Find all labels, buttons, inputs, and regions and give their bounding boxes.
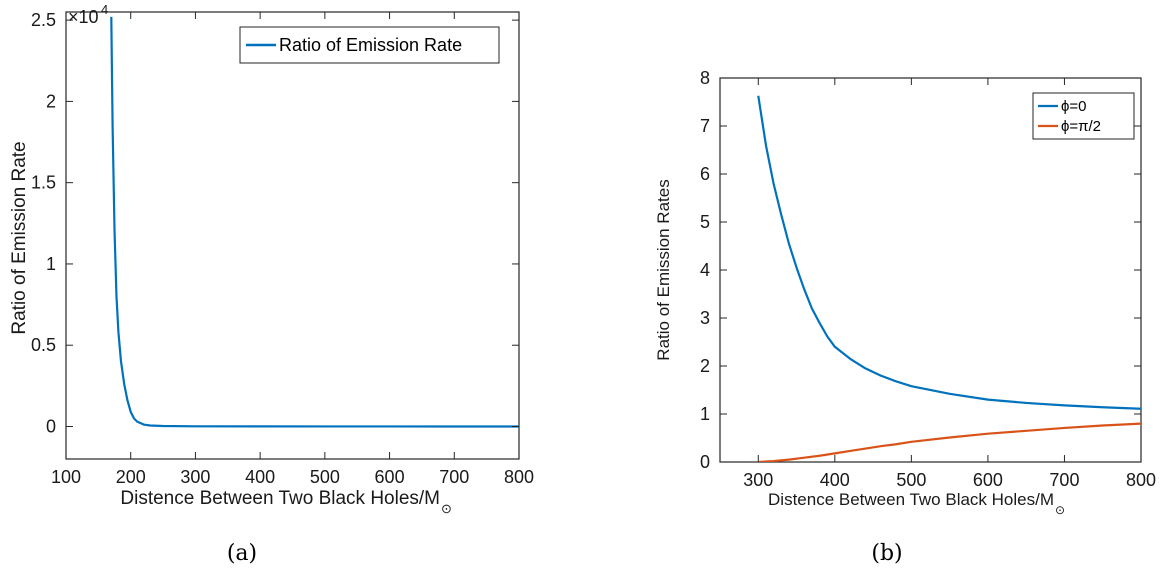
y-tick-label: 0 [46,416,56,436]
x-axis-label-a: Distence Between Two Black Holes/M ⊙ [120,488,452,516]
legend-label-a: Ratio of Emission Rate [279,35,462,55]
x-tick-label: 800 [504,467,534,487]
x-tick-label: 800 [1126,470,1156,490]
plot-lines-b [757,95,1141,462]
y-tick-label: 5 [700,212,710,232]
x-tick-label: 100 [51,467,81,487]
x-tick-label: 500 [310,467,340,487]
legend-box-b [1032,92,1135,140]
x-axis-label-b: Distence Between Two Black Holes/M ⊙ [768,490,1065,517]
y-tick-label: 2 [46,91,56,111]
x-tick-label: 700 [1049,470,1079,490]
y-tick-label: 7 [700,116,710,136]
y-tick-label: 4 [700,260,710,280]
legend-label-b-0: ϕ=0 [1061,98,1087,115]
y-tick-label: 6 [700,164,710,184]
x-axis-label-text-a: Distence Between Two Black Holes/M [120,488,440,509]
y-axis-label-a: Ratio of Emission Rate [9,141,30,334]
x-tick-label: 400 [245,467,275,487]
x-tick-label: 700 [439,467,469,487]
series-line-0 [110,16,519,428]
legend-label-b-1: ϕ=π/2 [1061,118,1101,135]
y-tick-label: 2.5 [31,10,56,30]
panel-caption-b: (b) [871,541,902,566]
legend-a: Ratio of Emission Rate [239,26,500,64]
x-tick-label: 400 [820,470,850,490]
panel-caption-a: (a) [227,541,257,566]
chart-panel-a: 100 200 300 400 500 600 700 800 0 0.5 1 1.5 2 2.5 ×10… [9,2,534,566]
legend-b: ϕ=0 ϕ=π/2 [1032,92,1135,140]
y-tick-label: 0.5 [31,335,56,355]
y-tick-label: 3 [700,308,710,328]
y-tick-label: 2 [700,356,710,376]
x-axis-label-sub-b: ⊙ [1055,503,1065,517]
series-line-1 [758,422,1141,462]
axis-ticks-b: 300 400 500 600 700 800 0 1 2 3 4 5 6 7 8 [700,68,1156,490]
plot-lines-a [110,16,519,428]
y-tick-label: 1.5 [31,173,56,193]
x-tick-label: 200 [116,467,146,487]
plot-area-frame-a [65,11,520,460]
x-tick-label: 500 [896,470,926,490]
plot-area-frame-b [719,77,1142,463]
y-exponent-power-a: 4 [101,2,108,17]
x-tick-label: 300 [180,467,210,487]
x-axis-label-sub-a: ⊙ [441,501,452,516]
x-axis-label-text-b: Distence Between Two Black Holes/M [768,490,1054,509]
x-tick-label: 600 [375,467,405,487]
y-tick-label: 1 [700,404,710,424]
y-tick-label: 8 [700,68,710,88]
y-tick-label: 0 [700,452,710,472]
axis-ticks-a: 100 200 300 400 500 600 700 800 0 0.5 1 1.5 2 2.5 [31,10,534,487]
y-axis-label-b: Ratio of Emission Rates [654,179,673,360]
y-tick-label: 1 [46,254,56,274]
y-exponent-label-a: ×10 [68,7,99,27]
legend-box-a [239,26,500,64]
x-tick-label: 600 [973,470,1003,490]
x-tick-label: 300 [743,470,773,490]
series-line-0 [757,95,1141,410]
chart-panel-b: 300 400 500 600 700 800 0 1 2 3 4 5 6 7 8 Ratio of Emi… [654,68,1156,566]
